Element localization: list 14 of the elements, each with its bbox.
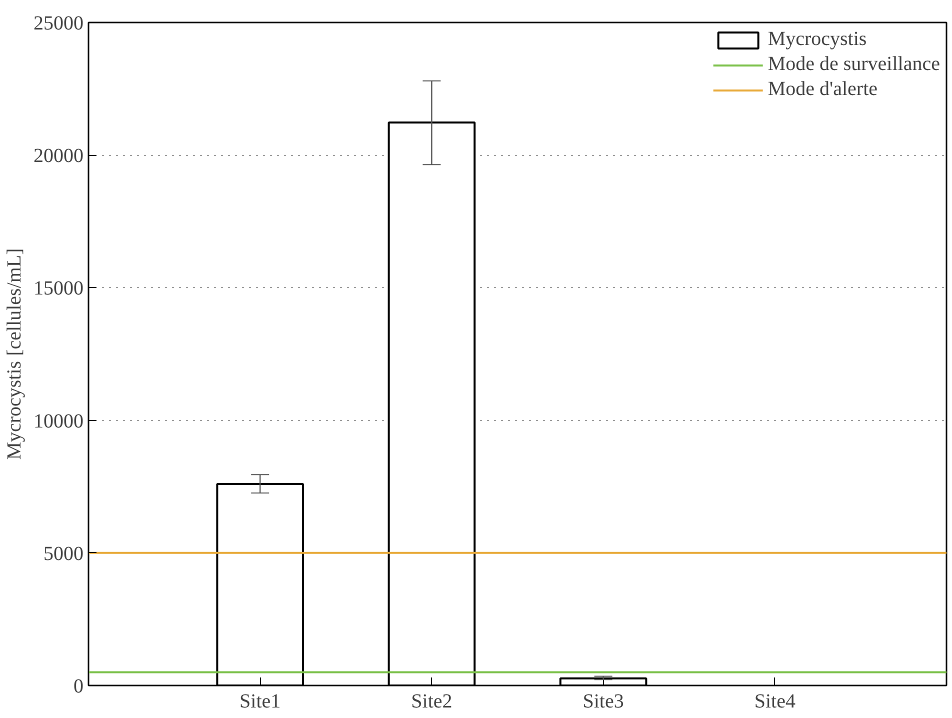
y-tick-label: 20000	[34, 145, 84, 168]
y-tick-label: 0	[74, 676, 84, 698]
x-tick-label: Site4	[754, 690, 796, 712]
legend-label: Mode d'alerte	[768, 78, 878, 101]
legend-label: Mode de surveillance	[768, 53, 940, 76]
y-tick-label: 15000	[34, 278, 84, 300]
legend-label: Mycrocystis	[768, 28, 867, 51]
y-axis-title: Mycrocystis [cellules/mL]	[4, 248, 26, 460]
x-tick-label: Site2	[411, 690, 452, 712]
y-tick-label: 5000	[44, 542, 84, 565]
x-tick-label: Site1	[240, 690, 281, 712]
y-tick-label: 10000	[34, 410, 84, 432]
y-tick-label: 25000	[34, 12, 84, 34]
x-tick-label: Site3	[582, 690, 624, 712]
